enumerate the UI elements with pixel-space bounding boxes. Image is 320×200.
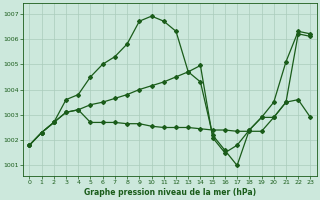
X-axis label: Graphe pression niveau de la mer (hPa): Graphe pression niveau de la mer (hPa) bbox=[84, 188, 256, 197]
